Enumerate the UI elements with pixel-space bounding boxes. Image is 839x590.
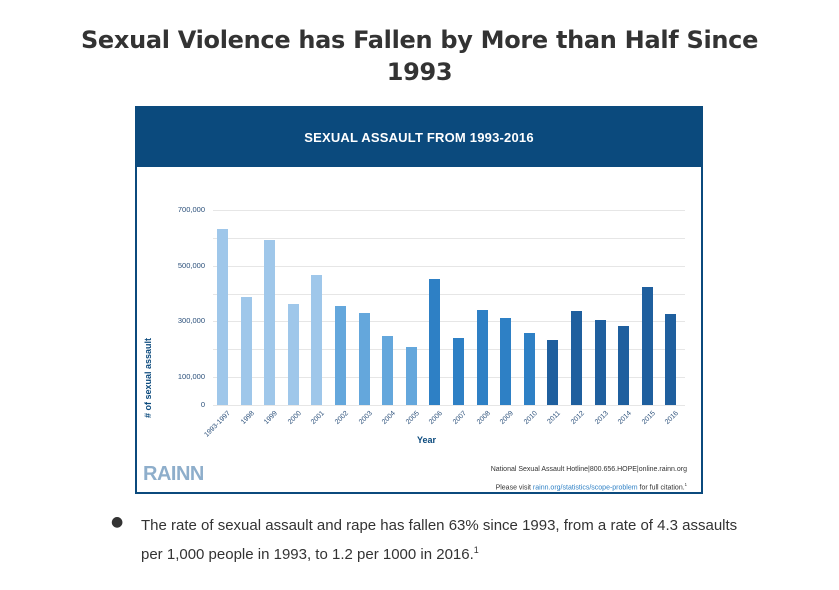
bar-2014 xyxy=(618,326,629,405)
bar-1993-1997 xyxy=(217,229,228,405)
gridline xyxy=(213,266,685,267)
bar-chart: # of sexual assault Year 0 100,000 300,000… xyxy=(137,108,705,496)
rainn-logo: RAINN xyxy=(143,463,204,485)
bar-2003 xyxy=(359,313,370,405)
bar-2010 xyxy=(524,333,535,405)
bar-2013 xyxy=(595,320,606,405)
y-tick-label: 100,000 xyxy=(177,372,205,381)
gridline xyxy=(213,238,685,239)
y-tick-label: 700,000 xyxy=(177,205,205,214)
y-tick-label: 300,000 xyxy=(177,316,205,325)
bar-2005 xyxy=(406,347,417,405)
gridline xyxy=(213,349,685,350)
bar-2001 xyxy=(311,275,322,405)
bar-2006 xyxy=(429,279,440,405)
gridline xyxy=(213,321,685,322)
page-title: Sexual Violence has Fallen by More than … xyxy=(80,26,759,86)
hotline-text: National Sexual Assault Hotline|800.656.… xyxy=(490,466,687,473)
bar-2007 xyxy=(453,338,464,405)
bar-2016 xyxy=(665,314,676,405)
bar-2009 xyxy=(500,318,511,405)
bar-2004 xyxy=(382,336,393,405)
bar-2011 xyxy=(547,340,558,405)
bullet-text: The rate of sexual assault and rape has … xyxy=(141,517,738,563)
y-tick-label: 500,000 xyxy=(177,261,205,270)
x-axis-line xyxy=(213,405,685,406)
bullet-icon: ● xyxy=(111,514,124,530)
citation-text: Please visit rainn.org/statistics/scope-… xyxy=(495,482,687,492)
citation-link[interactable]: rainn.org/statistics/scope-problem xyxy=(532,484,638,492)
gridline xyxy=(213,210,685,211)
bar-2000 xyxy=(288,304,299,405)
bar-2008 xyxy=(477,310,488,405)
gridline xyxy=(213,377,685,378)
y-tick-label: 0 xyxy=(200,400,205,409)
gridline xyxy=(213,294,685,295)
bar-1998 xyxy=(241,297,252,405)
chart-header: SEXUAL ASSAULT FROM 1993-2016 xyxy=(137,108,701,167)
x-axis-label: Year xyxy=(417,435,437,445)
bar-2015 xyxy=(642,287,653,405)
bar-1999 xyxy=(264,240,275,405)
bar-2012 xyxy=(571,311,582,405)
chart-card: SEXUAL ASSAULT FROM 1993-2016 # of sexua… xyxy=(135,106,703,494)
bar-2002 xyxy=(335,306,346,405)
